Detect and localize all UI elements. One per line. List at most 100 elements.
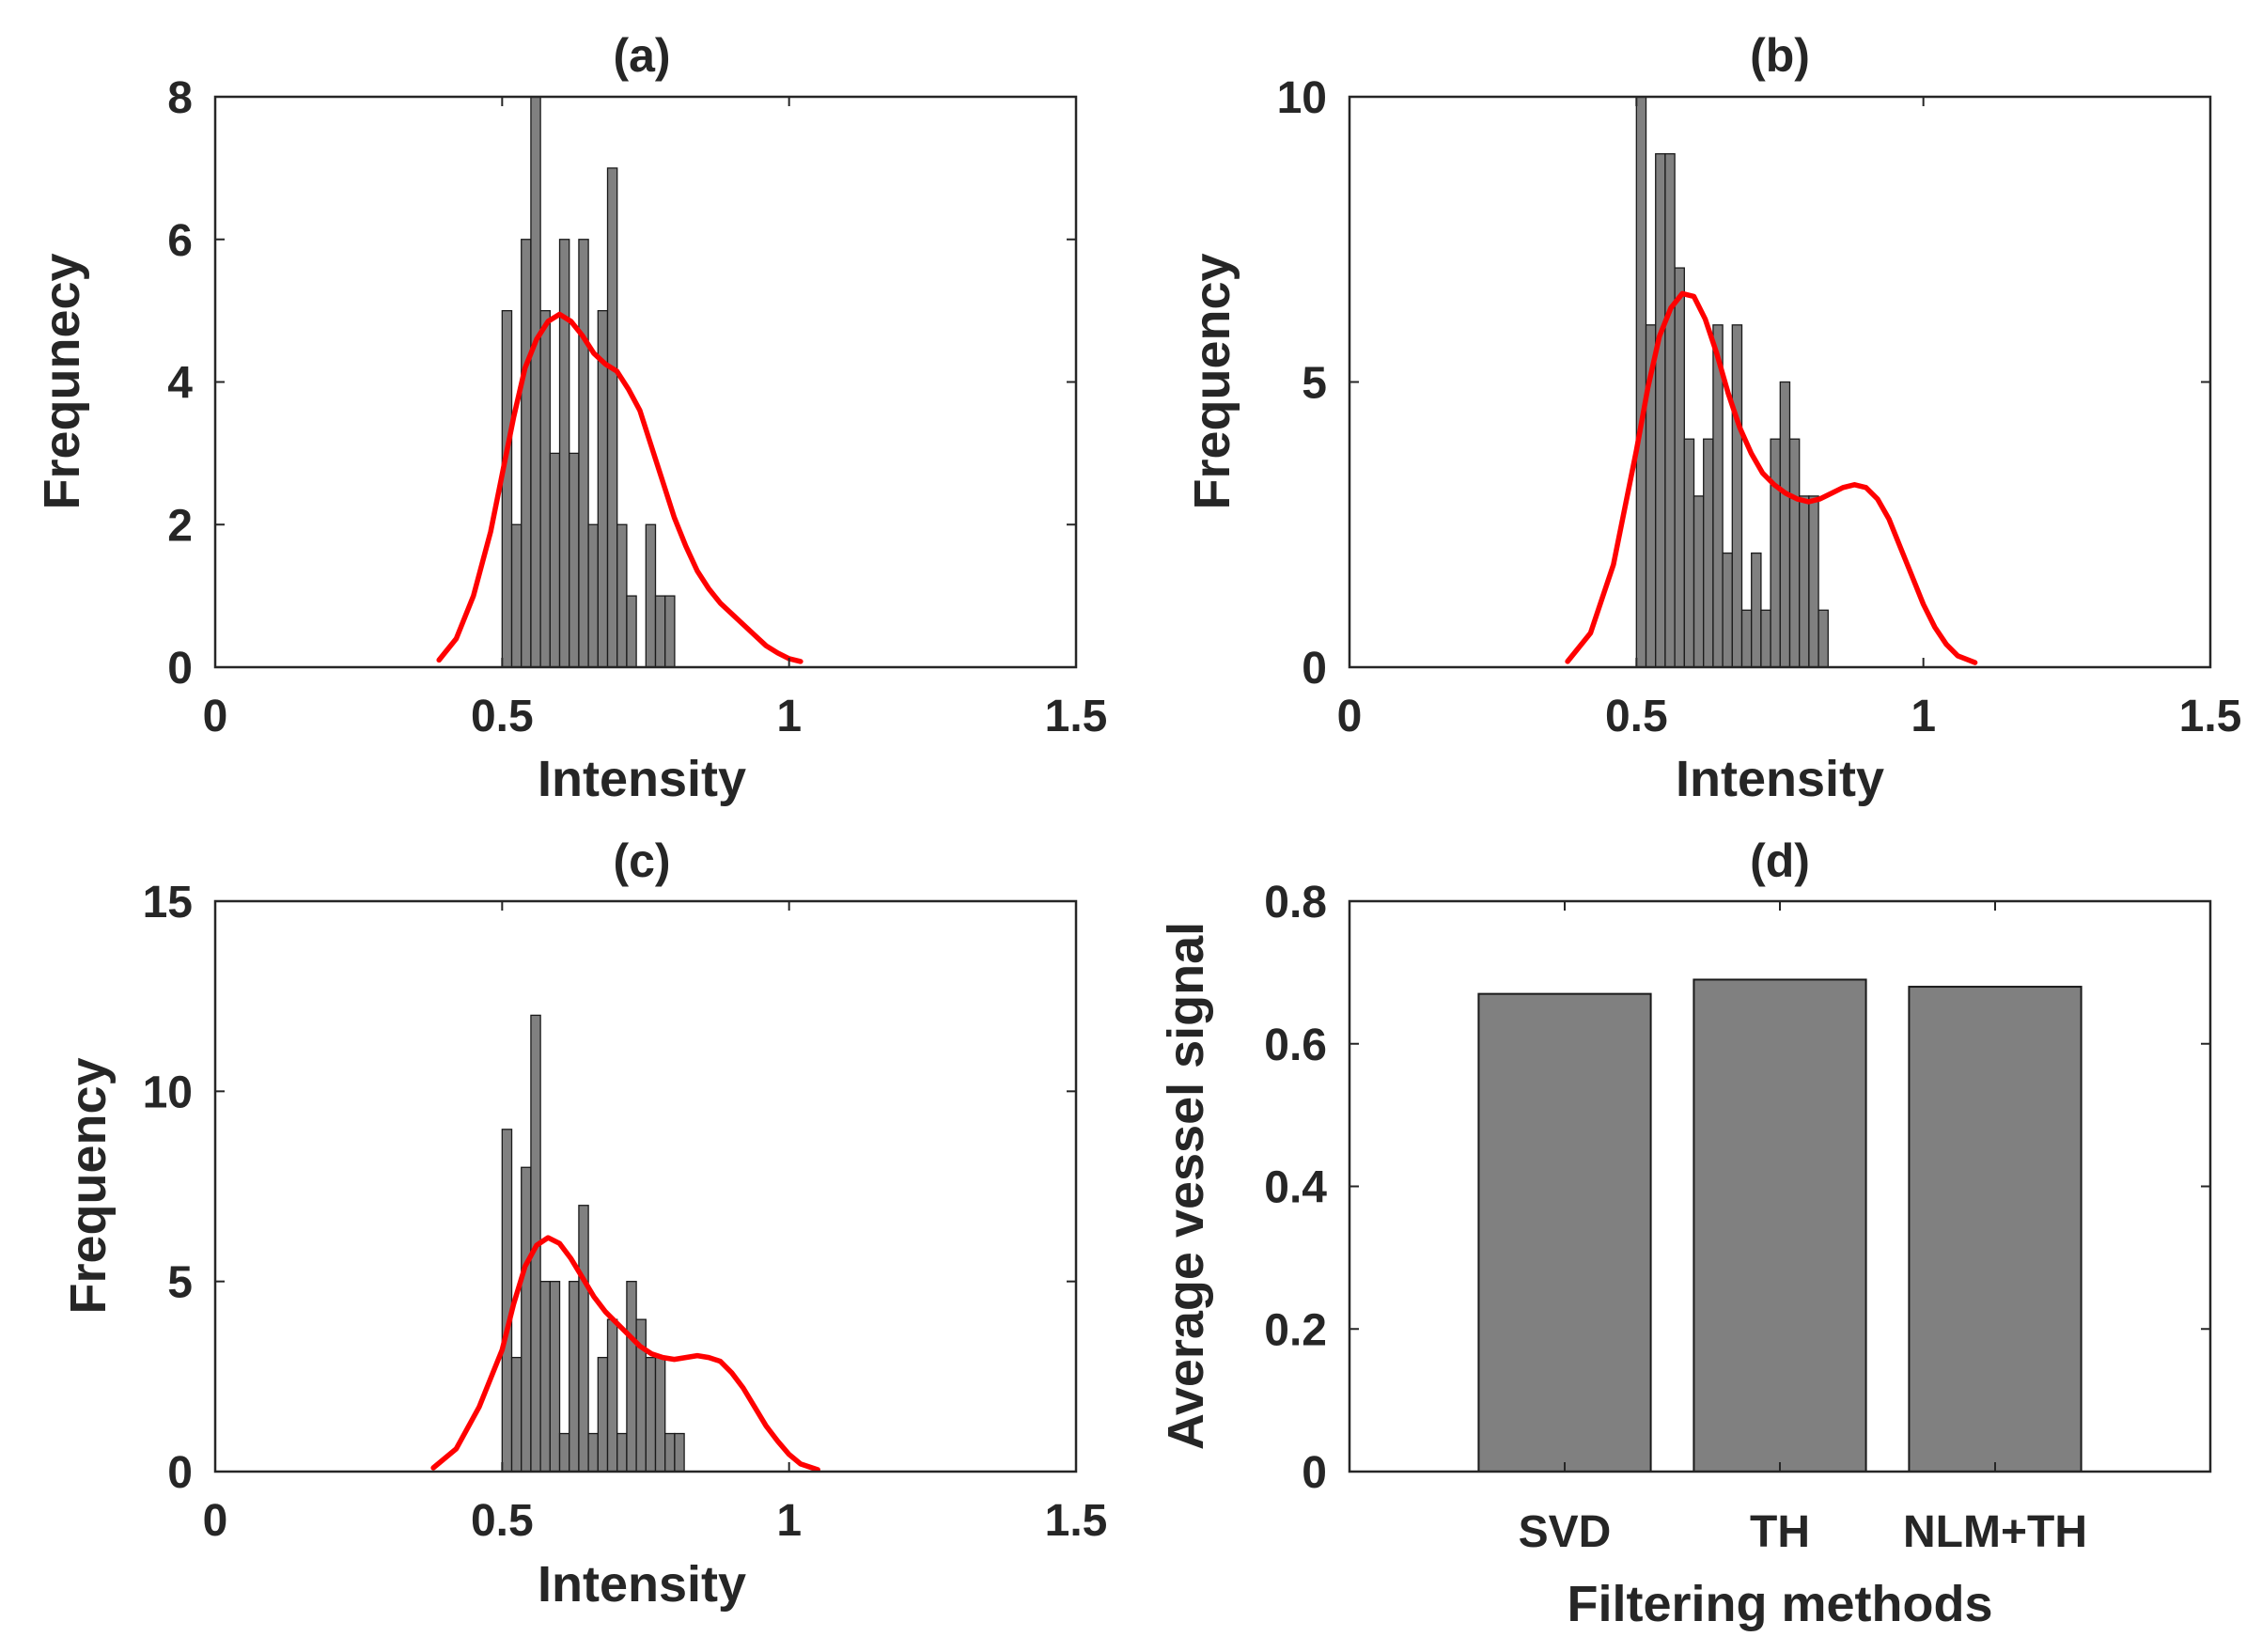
- panel-b-title: (b): [1750, 29, 1810, 82]
- panel-b-hist-bar: [1751, 552, 1762, 668]
- panel-b-hist-bar: [1740, 609, 1753, 668]
- panel-b-ticks: 0 0.5 1 1.5 0 5 10: [1277, 73, 2242, 741]
- panel-d-marks: [1477, 978, 2083, 1473]
- panel-b-ytick-label: 10: [1277, 73, 1327, 123]
- panel-b-hist-bar: [1693, 495, 1705, 668]
- panel-a-hist-bar: [626, 595, 637, 668]
- panel-b-xtick-label: 0.5: [1605, 692, 1668, 741]
- panel-d-category-label: TH: [1750, 1507, 1810, 1557]
- panel-d-ytick-label: 0.2: [1264, 1305, 1327, 1355]
- panel-d-bar-svd: [1477, 992, 1652, 1473]
- panel-b-xtick-label: 0: [1337, 692, 1363, 741]
- panel-c-ytick-label: 0: [167, 1448, 193, 1498]
- panel-b-ytick-label: 5: [1302, 359, 1327, 409]
- panel-c-ticks: 0 0.5 1 1.5 0 5 10 15: [143, 878, 1108, 1546]
- panel-c-axes: [213, 899, 1078, 1473]
- panel-a: (a) 0 0.5 1 1.5 0 2 4 6 8 Intensity Frequnecy: [34, 29, 1107, 807]
- panel-c-xtick-label: 0: [203, 1496, 228, 1546]
- panel-c-hist-bar: [606, 1318, 618, 1473]
- panel-c-hist-bar: [597, 1356, 609, 1473]
- panel-c-hist-bar: [501, 1129, 513, 1473]
- panel-a-hist-bar: [521, 239, 532, 668]
- panel-c-xtick-label: 0.5: [471, 1496, 534, 1546]
- panel-c-hist-bar: [645, 1356, 657, 1473]
- panel-b: (b) 0 0.5 1 1.5 0 5 10 Intensity Frequency: [1184, 29, 2241, 807]
- panel-a-ylabel: Frequnecy: [34, 253, 90, 509]
- panel-b-hist-bar: [1674, 267, 1685, 668]
- panel-c-hist-bar: [549, 1281, 561, 1473]
- panel-b-hist-bar: [1817, 609, 1829, 668]
- panel-c-title: (c): [613, 834, 670, 887]
- panel-d-bar-nlm-th: [1908, 986, 2083, 1473]
- panel-b-ylabel: Frequency: [1184, 253, 1240, 509]
- panel-a-hist-bar: [645, 523, 657, 668]
- panel-a-xtick-label: 1: [776, 692, 802, 741]
- panel-d-category-label: SVD: [1519, 1507, 1612, 1557]
- panel-b-marks: [1565, 96, 1978, 668]
- panel-b-hist-bar: [1635, 96, 1647, 668]
- panel-c-ytick-label: 10: [143, 1068, 193, 1117]
- panel-a-ytick-label: 6: [167, 216, 193, 266]
- panel-c-hist-bar: [569, 1281, 580, 1473]
- panel-a-hist-bar: [587, 523, 599, 668]
- panel-b-hist-bar: [1683, 438, 1695, 668]
- panel-d-ylabel: Average vessel signal: [1158, 922, 1214, 1450]
- panel-a-hist-bar: [501, 309, 513, 668]
- panel-a-hist-bar: [578, 239, 589, 668]
- panel-c-hist-bar: [616, 1432, 628, 1473]
- panel-c-hist-bar: [578, 1205, 589, 1473]
- panel-c-hist-bar: [587, 1432, 599, 1473]
- panel-b-xlabel: Intensity: [1676, 751, 1884, 807]
- panel-d-ytick-label: 0.4: [1264, 1163, 1327, 1213]
- panel-a-hist-bar: [664, 595, 676, 668]
- panel-c-hist-bar: [558, 1432, 570, 1473]
- panel-a-hist-bar: [606, 167, 618, 668]
- panel-d-ytick-label: 0: [1302, 1448, 1327, 1498]
- panel-a-xtick-label: 0: [203, 692, 228, 741]
- panel-c-xlabel: Intensity: [538, 1556, 746, 1613]
- panel-d: (d) SVD TH NLM+TH 0 0.2 0.4 0.6 0.8 Filtering m…: [1158, 834, 2212, 1632]
- panel-a-hist-bar: [510, 523, 523, 668]
- panel-c-hist-bar: [654, 1356, 666, 1473]
- panel-b-density-curve: [1565, 290, 1978, 665]
- panel-c-hist-bar: [674, 1432, 685, 1473]
- panel-c-ylabel: Frequency: [60, 1057, 117, 1314]
- panel-d-title: (d): [1750, 834, 1810, 887]
- panel-c-hist-bar: [521, 1166, 532, 1473]
- panel-a-ytick-label: 2: [167, 501, 193, 551]
- panel-b-hist-bar: [1655, 153, 1666, 668]
- panel-b-hist-bar: [1779, 381, 1791, 668]
- panel-c-hist-bar: [510, 1356, 523, 1473]
- panel-d-ticks: SVD TH NLM+TH 0 0.2 0.4 0.6 0.8: [1264, 878, 2210, 1557]
- panel-b-hist-bar: [1722, 552, 1733, 668]
- panel-a-ytick-label: 8: [167, 73, 193, 123]
- panel-c-xtick-label: 1: [776, 1496, 802, 1546]
- panel-a-hist-bar: [558, 239, 570, 668]
- panel-d-ytick-label: 0.8: [1264, 878, 1327, 927]
- panel-b-hist-bar: [1703, 438, 1714, 668]
- panel-b-ytick-label: 0: [1302, 644, 1327, 694]
- panel-c-marks: [430, 1014, 820, 1473]
- panel-a-hist-bar: [616, 523, 628, 668]
- panel-b-hist-bar: [1808, 495, 1819, 668]
- panel-b-hist-bar: [1760, 609, 1771, 668]
- panel-d-bar-th: [1693, 978, 1867, 1473]
- panel-d-category-label: NLM+TH: [1903, 1507, 2087, 1557]
- panel-a-ytick-label: 0: [167, 644, 193, 694]
- panel-c-hist-bar: [626, 1281, 637, 1473]
- panel-a-marks: [436, 96, 803, 668]
- panel-d-xlabel: Filtering methods: [1567, 1576, 1992, 1632]
- panel-c: (c) 0 0.5 1 1.5 0 5 10 15 Intensity Frequency: [60, 834, 1107, 1613]
- panel-a-ticks: 0 0.5 1 1.5 0 2 4 6 8: [167, 73, 1107, 741]
- panel-a-xtick-label: 0.5: [471, 692, 534, 741]
- panel-b-hist-bar: [1799, 495, 1810, 668]
- panel-a-hist-bar: [539, 309, 551, 668]
- panel-b-hist-bar: [1770, 438, 1781, 668]
- panel-a-xtick-label: 1.5: [1045, 692, 1108, 741]
- panel-a-xlabel: Intensity: [538, 751, 746, 807]
- panel-a-ytick-label: 4: [167, 359, 193, 409]
- panel-a-hist-bar: [569, 452, 580, 668]
- panel-a-hist-bar: [549, 452, 561, 668]
- panel-c-xtick-label: 1.5: [1045, 1496, 1108, 1546]
